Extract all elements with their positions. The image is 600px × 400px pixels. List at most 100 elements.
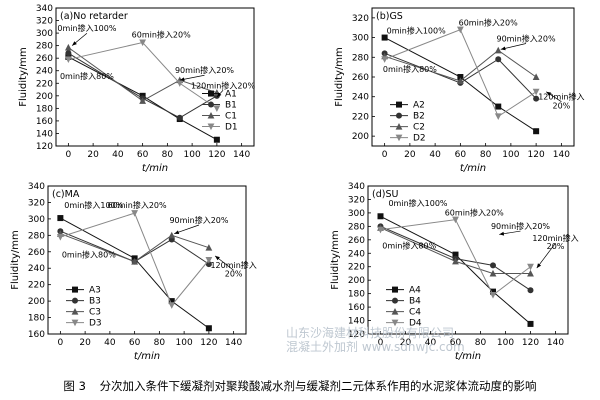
data-point-D1: [176, 80, 184, 87]
data-point-D2: [381, 56, 389, 63]
annotation-text: 90min掺入20%: [491, 221, 550, 231]
y-tick-label: 300: [348, 209, 365, 219]
y-tick-label: 220: [28, 281, 45, 291]
x-axis-label: t/min: [142, 163, 168, 174]
y-tick-label: 220: [36, 79, 53, 89]
legend-marker: [71, 308, 79, 315]
y-tick-label: 160: [348, 303, 365, 313]
arrow-head: [215, 255, 220, 261]
x-tick-label: 80: [154, 338, 166, 348]
x-tick-label: 100: [176, 338, 193, 348]
series-line-D4: [380, 219, 531, 296]
plot-frame: [367, 185, 569, 335]
plot-frame: [55, 7, 255, 147]
x-tick-label: 0: [378, 338, 384, 348]
panel-label: (b)GS: [376, 11, 403, 22]
series-line-A2: [384, 37, 537, 132]
legend-entry: B2: [413, 112, 425, 122]
plot-frame: [47, 185, 247, 335]
legend-entry: C1: [225, 112, 237, 122]
x-tick-label: 40: [429, 150, 441, 160]
x-tick-label: 60: [450, 338, 462, 348]
annotation-text: 20%: [552, 102, 570, 111]
data-point-A2: [495, 103, 502, 110]
series-line-C4: [380, 227, 531, 274]
y-tick-label: 180: [348, 290, 365, 300]
y-tick-label: 320: [352, 14, 369, 24]
x-axis-label: t/min: [134, 351, 160, 362]
y-tick-label: 320: [28, 198, 45, 208]
annotation-text: 0min掺入100%: [57, 23, 116, 33]
figure-caption: 图 3 分次加入条件下缓凝剂对聚羧酸减水剂与缓凝剂二元体系作用的水泥浆体流动度的…: [0, 378, 600, 394]
x-tick-label: 140: [233, 150, 250, 160]
legend-entry: A3: [89, 286, 101, 296]
y-tick-label: 240: [28, 264, 45, 274]
arrow-head: [179, 77, 185, 82]
arrow-head: [216, 92, 222, 98]
data-point-B2: [533, 95, 540, 102]
data-point-C3: [131, 258, 139, 265]
legend-marker: [207, 111, 215, 119]
chart-panel-4: 0 20 40 60 80 100 120 140 120 140 160 180 200 220 240 2…: [330, 182, 579, 362]
y-tick-label: 340: [348, 182, 365, 192]
legend-entry: C4: [409, 308, 421, 318]
y-tick-label: 160: [36, 117, 53, 127]
x-tick-label: 140: [225, 338, 242, 348]
arrow-head: [174, 230, 180, 235]
data-point-B4: [527, 287, 534, 294]
legend-entry: B3: [89, 297, 101, 307]
series-line-B3: [60, 230, 210, 265]
data-point-C2: [494, 46, 502, 54]
y-tick-label: 140: [348, 317, 365, 327]
x-tick-label: 20: [87, 150, 99, 160]
data-point-D1: [64, 56, 72, 64]
legend-marker: [71, 319, 79, 327]
x-tick-label: 120: [522, 338, 539, 348]
panel-label: (d)SU: [372, 189, 398, 200]
legend-marker: [72, 297, 78, 304]
x-tick-label: 20: [400, 338, 412, 348]
x-tick-label: 100: [184, 150, 201, 160]
y-tick-label: 280: [348, 222, 365, 232]
data-point-C1: [139, 97, 147, 104]
legend-entry: C3: [89, 308, 101, 318]
data-point-D3: [131, 210, 139, 217]
legend-marker: [208, 90, 214, 97]
chart-panel-3: 0 20 40 60 80 100 120 140 160 180 200 220 240 260 280 3…: [10, 182, 257, 362]
y-tick-label: 260: [28, 248, 45, 258]
y-tick-label: 300: [28, 215, 45, 225]
y-tick-label: 240: [352, 93, 369, 103]
annotation-text: 120min掺入: [538, 92, 584, 102]
y-tick-label: 300: [36, 29, 53, 39]
x-tick-label: 140: [553, 150, 570, 160]
legend-entry: A1: [225, 90, 237, 100]
data-point-C3: [205, 244, 213, 251]
x-tick-label: 40: [425, 338, 437, 348]
legend-marker: [396, 112, 402, 119]
data-point-A3: [168, 298, 175, 305]
legend-entry: A4: [409, 286, 421, 296]
x-tick-label: 80: [162, 150, 174, 160]
y-axis-label: Fluidity/mm: [10, 230, 21, 289]
x-tick-label: 140: [547, 338, 564, 348]
annotation-text: 90min掺入20%: [169, 215, 228, 225]
data-point-D2: [532, 88, 540, 96]
y-axis-label: Fluidity/mm: [334, 47, 345, 106]
data-point-B2: [495, 56, 502, 63]
x-tick-label: 80: [480, 150, 492, 160]
y-tick-label: 200: [36, 92, 53, 102]
y-tick-label: 180: [28, 314, 45, 324]
y-tick-label: 300: [352, 34, 369, 44]
x-tick-label: 40: [112, 150, 124, 160]
x-tick-label: 60: [129, 338, 141, 348]
data-point-D1: [139, 39, 147, 47]
legend-marker: [207, 123, 215, 131]
series-line-C3: [60, 233, 210, 263]
annotation-text: 0min掺入80%: [383, 64, 437, 74]
y-axis-label: Fluidity/mm: [18, 47, 29, 106]
y-tick-label: 340: [36, 4, 53, 14]
legend-marker: [396, 101, 402, 108]
y-tick-label: 200: [352, 132, 369, 142]
x-tick-label: 120: [528, 150, 545, 160]
